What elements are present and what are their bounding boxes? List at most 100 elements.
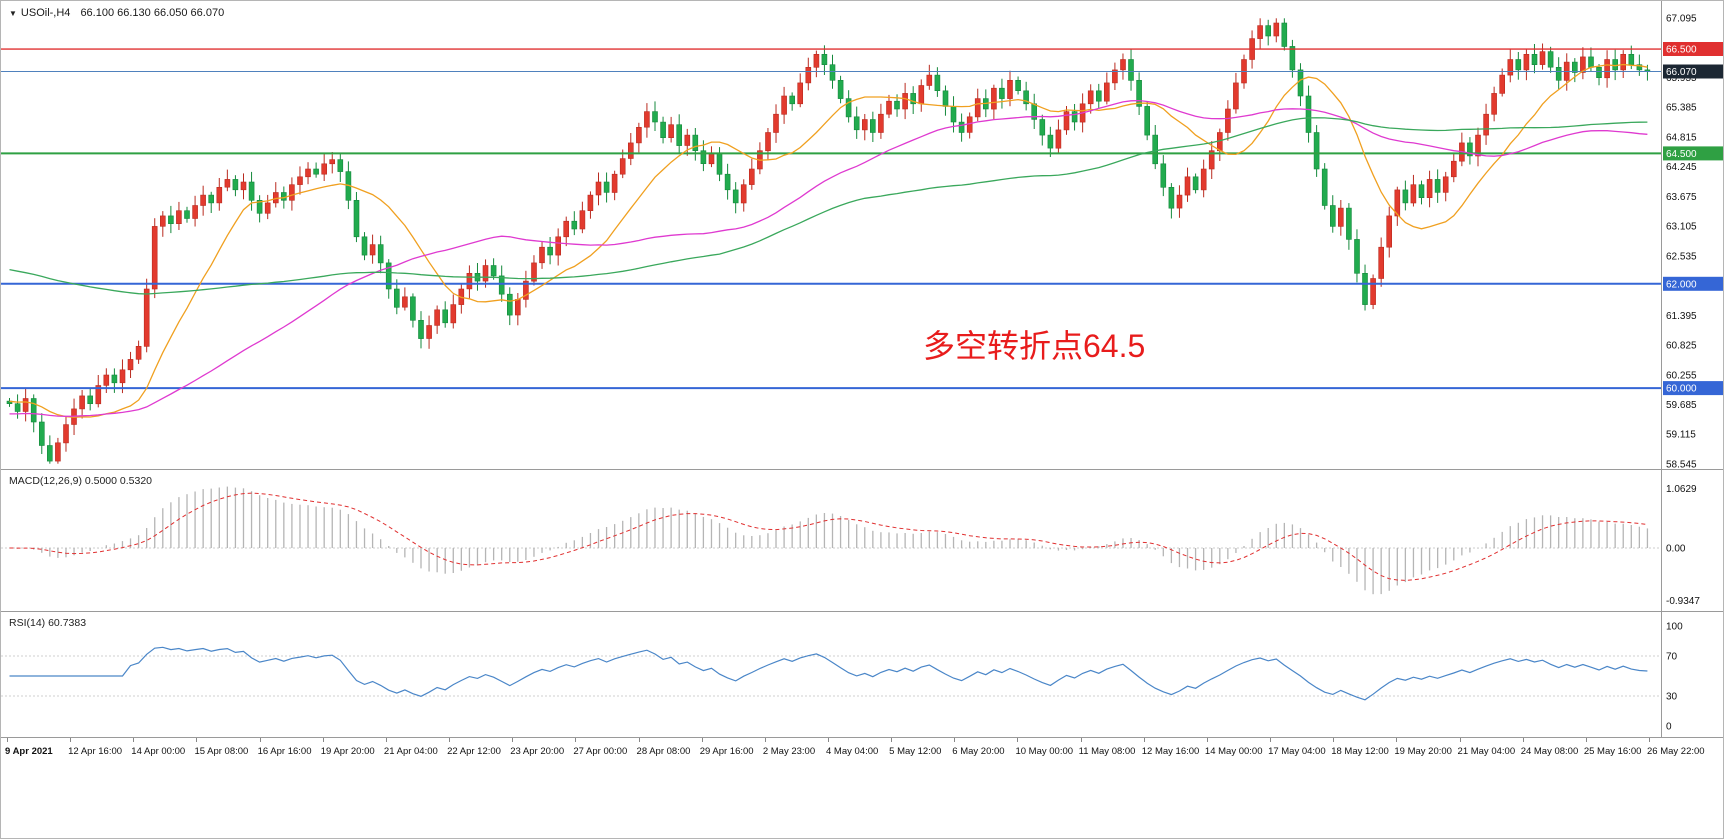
price-axis-label: 63.675: [1666, 192, 1697, 203]
time-axis-label: 23 Apr 20:00: [510, 746, 565, 757]
price-axis-label: 60.825: [1666, 341, 1697, 352]
price-axis-label: 65.385: [1666, 103, 1697, 114]
time-axis-tick: [638, 738, 640, 742]
time-axis-tick: [1017, 738, 1019, 742]
time-axis-tick: [764, 738, 766, 742]
time-axis-tick: [701, 738, 703, 742]
time-axis-label: 14 Apr 00:00: [131, 746, 186, 757]
time-axis-tick: [1522, 738, 1524, 742]
macd-axis-label: -0.9347: [1666, 596, 1700, 607]
candles: [6, 18, 1651, 464]
macd-axis[interactable]: 1.0629 0.00 -0.9347: [1661, 470, 1701, 612]
price-axis-label: 59.685: [1666, 400, 1697, 411]
symbol-ohlc-readout: ▼ USOil-,H4 66.100 66.130 66.050 66.070: [9, 7, 224, 19]
time-axis-label: 5 May 12:00: [889, 746, 942, 757]
price-level-badge-label: 66.500: [1666, 45, 1697, 56]
time-axis-label: 27 Apr 00:00: [573, 746, 628, 757]
time-axis-label: 19 Apr 20:00: [320, 746, 375, 757]
price-axis-label: 59.115: [1666, 430, 1696, 441]
price-level-badge-label: 64.500: [1666, 149, 1697, 160]
time-axis-label: 10 May 00:00: [1015, 746, 1074, 757]
time-axis-label: 21 May 04:00: [1457, 746, 1516, 757]
price-level-badge: [1663, 64, 1723, 79]
macd-axis-label: 0.00: [1666, 544, 1686, 555]
rsi-axis-label: 30: [1666, 692, 1678, 703]
panel-separator[interactable]: [1, 469, 1723, 470]
symbol-dropdown-icon[interactable]: ▼: [9, 9, 17, 18]
price-level-badge: [1663, 42, 1723, 56]
time-axis-tick: [1396, 738, 1398, 742]
main-chart-panel: 58.54559.11559.68560.25560.82561.39561.9…: [1, 1, 1724, 470]
time-axis-label: 21 Apr 04:00: [383, 746, 438, 757]
time-axis-tick: [133, 738, 135, 742]
macd-indicator-chart[interactable]: 1.0629 0.00 -0.9347: [1, 470, 1724, 612]
time-axis-label: 12 Apr 16:00: [68, 746, 123, 757]
rsi-header-label: RSI(14) 60.7383: [9, 617, 87, 629]
rsi-line: [9, 646, 1648, 701]
panel-separator[interactable]: [1, 611, 1723, 612]
ma-mid-line: [9, 99, 1648, 417]
main-price-chart[interactable]: 58.54559.11559.68560.25560.82561.39561.9…: [1, 1, 1724, 470]
price-axis-label: 60.255: [1666, 370, 1697, 381]
price-axis-label: 62.535: [1666, 251, 1697, 262]
time-axis-tick: [449, 738, 451, 742]
time-axis-label: 26 May 22:00: [1647, 746, 1705, 757]
macd-signal-line: [9, 492, 1648, 581]
price-axis-label: 58.545: [1666, 460, 1697, 471]
time-axis-label: 9 Apr 2021: [5, 746, 53, 757]
time-axis-tick: [1459, 738, 1461, 742]
rsi-axis-label: 100: [1666, 622, 1683, 633]
time-axis-label: 15 Apr 08:00: [194, 746, 249, 757]
time-axis-tick: [891, 738, 893, 742]
time-axis-label: 22 Apr 12:00: [447, 746, 501, 757]
time-axis-tick: [385, 738, 387, 742]
chart-annotation-text: 多空转折点64.5: [923, 328, 1146, 364]
time-axis-label: 12 May 16:00: [1141, 746, 1200, 757]
time-axis-label: 4 May 04:00: [826, 746, 879, 757]
time-axis-label: 11 May 08:00: [1078, 746, 1136, 757]
time-axis-label: 24 May 08:00: [1520, 746, 1579, 757]
time-axis-tick: [259, 738, 261, 742]
time-axis-label: 25 May 16:00: [1583, 746, 1642, 757]
macd-indicator-panel: 1.0629 0.00 -0.9347: [1, 470, 1724, 612]
ma-fast-line: [9, 63, 1648, 418]
time-axis-label: 18 May 12:00: [1331, 746, 1389, 757]
time-axis-tick: [575, 738, 577, 742]
price-level-badge-label: 62.000: [1666, 279, 1697, 290]
price-axis-label: 61.395: [1666, 311, 1697, 322]
time-axis-tick: [1206, 738, 1208, 742]
price-axis-label: 64.815: [1666, 132, 1697, 143]
time-axis-label: 29 Apr 16:00: [699, 746, 754, 757]
ma-slow-line: [9, 117, 1648, 295]
time-axis-tick: [1585, 738, 1587, 742]
time-axis-label: 19 May 20:00: [1394, 746, 1452, 757]
price-level-badge: [1663, 276, 1723, 291]
price-level-badge: [1663, 381, 1723, 396]
price-axis[interactable]: 58.54559.11559.68560.25560.82561.39561.9…: [1661, 1, 1724, 471]
time-axis-label: 2 May 23:00: [762, 746, 816, 757]
horizontal-level-lines: [1, 48, 1661, 390]
ohlc-values: 66.100 66.130 66.050 66.070: [80, 7, 225, 19]
macd-axis-label: 1.0629: [1666, 484, 1697, 495]
time-axis-tick: [1143, 738, 1145, 742]
rsi-indicator-chart[interactable]: 100 70 30 0: [1, 612, 1724, 738]
rsi-axis[interactable]: 100 70 30 0: [1661, 612, 1684, 738]
time-axis-tick: [322, 738, 324, 742]
time-axis-tick: [1270, 738, 1272, 742]
time-axis-tick: [954, 738, 956, 742]
rsi-axis-label: 70: [1666, 652, 1678, 663]
time-axis-tick: [1080, 738, 1082, 742]
macd-histogram: [16, 486, 1649, 595]
rsi-axis-label: 0: [1666, 722, 1672, 733]
price-level-badge: [1663, 146, 1723, 161]
time-axis[interactable]: 9 Apr 2021 12 Apr 16:00 14 Apr 00:00 15 Apr…: [1, 738, 1723, 764]
time-axis-label: 28 Apr 08:00: [636, 746, 691, 757]
time-axis-label: 14 May 00:00: [1204, 746, 1263, 757]
time-axis-label: 17 May 04:00: [1268, 746, 1326, 757]
time-axis-tick: [7, 738, 8, 742]
macd-header-label: MACD(12,26,9) 0.5000 0.5320: [9, 475, 153, 487]
time-axis-tick: [828, 738, 829, 742]
price-level-badge-label: 60.000: [1666, 384, 1697, 395]
time-axis-label: 6 May 20:00: [952, 746, 1005, 757]
